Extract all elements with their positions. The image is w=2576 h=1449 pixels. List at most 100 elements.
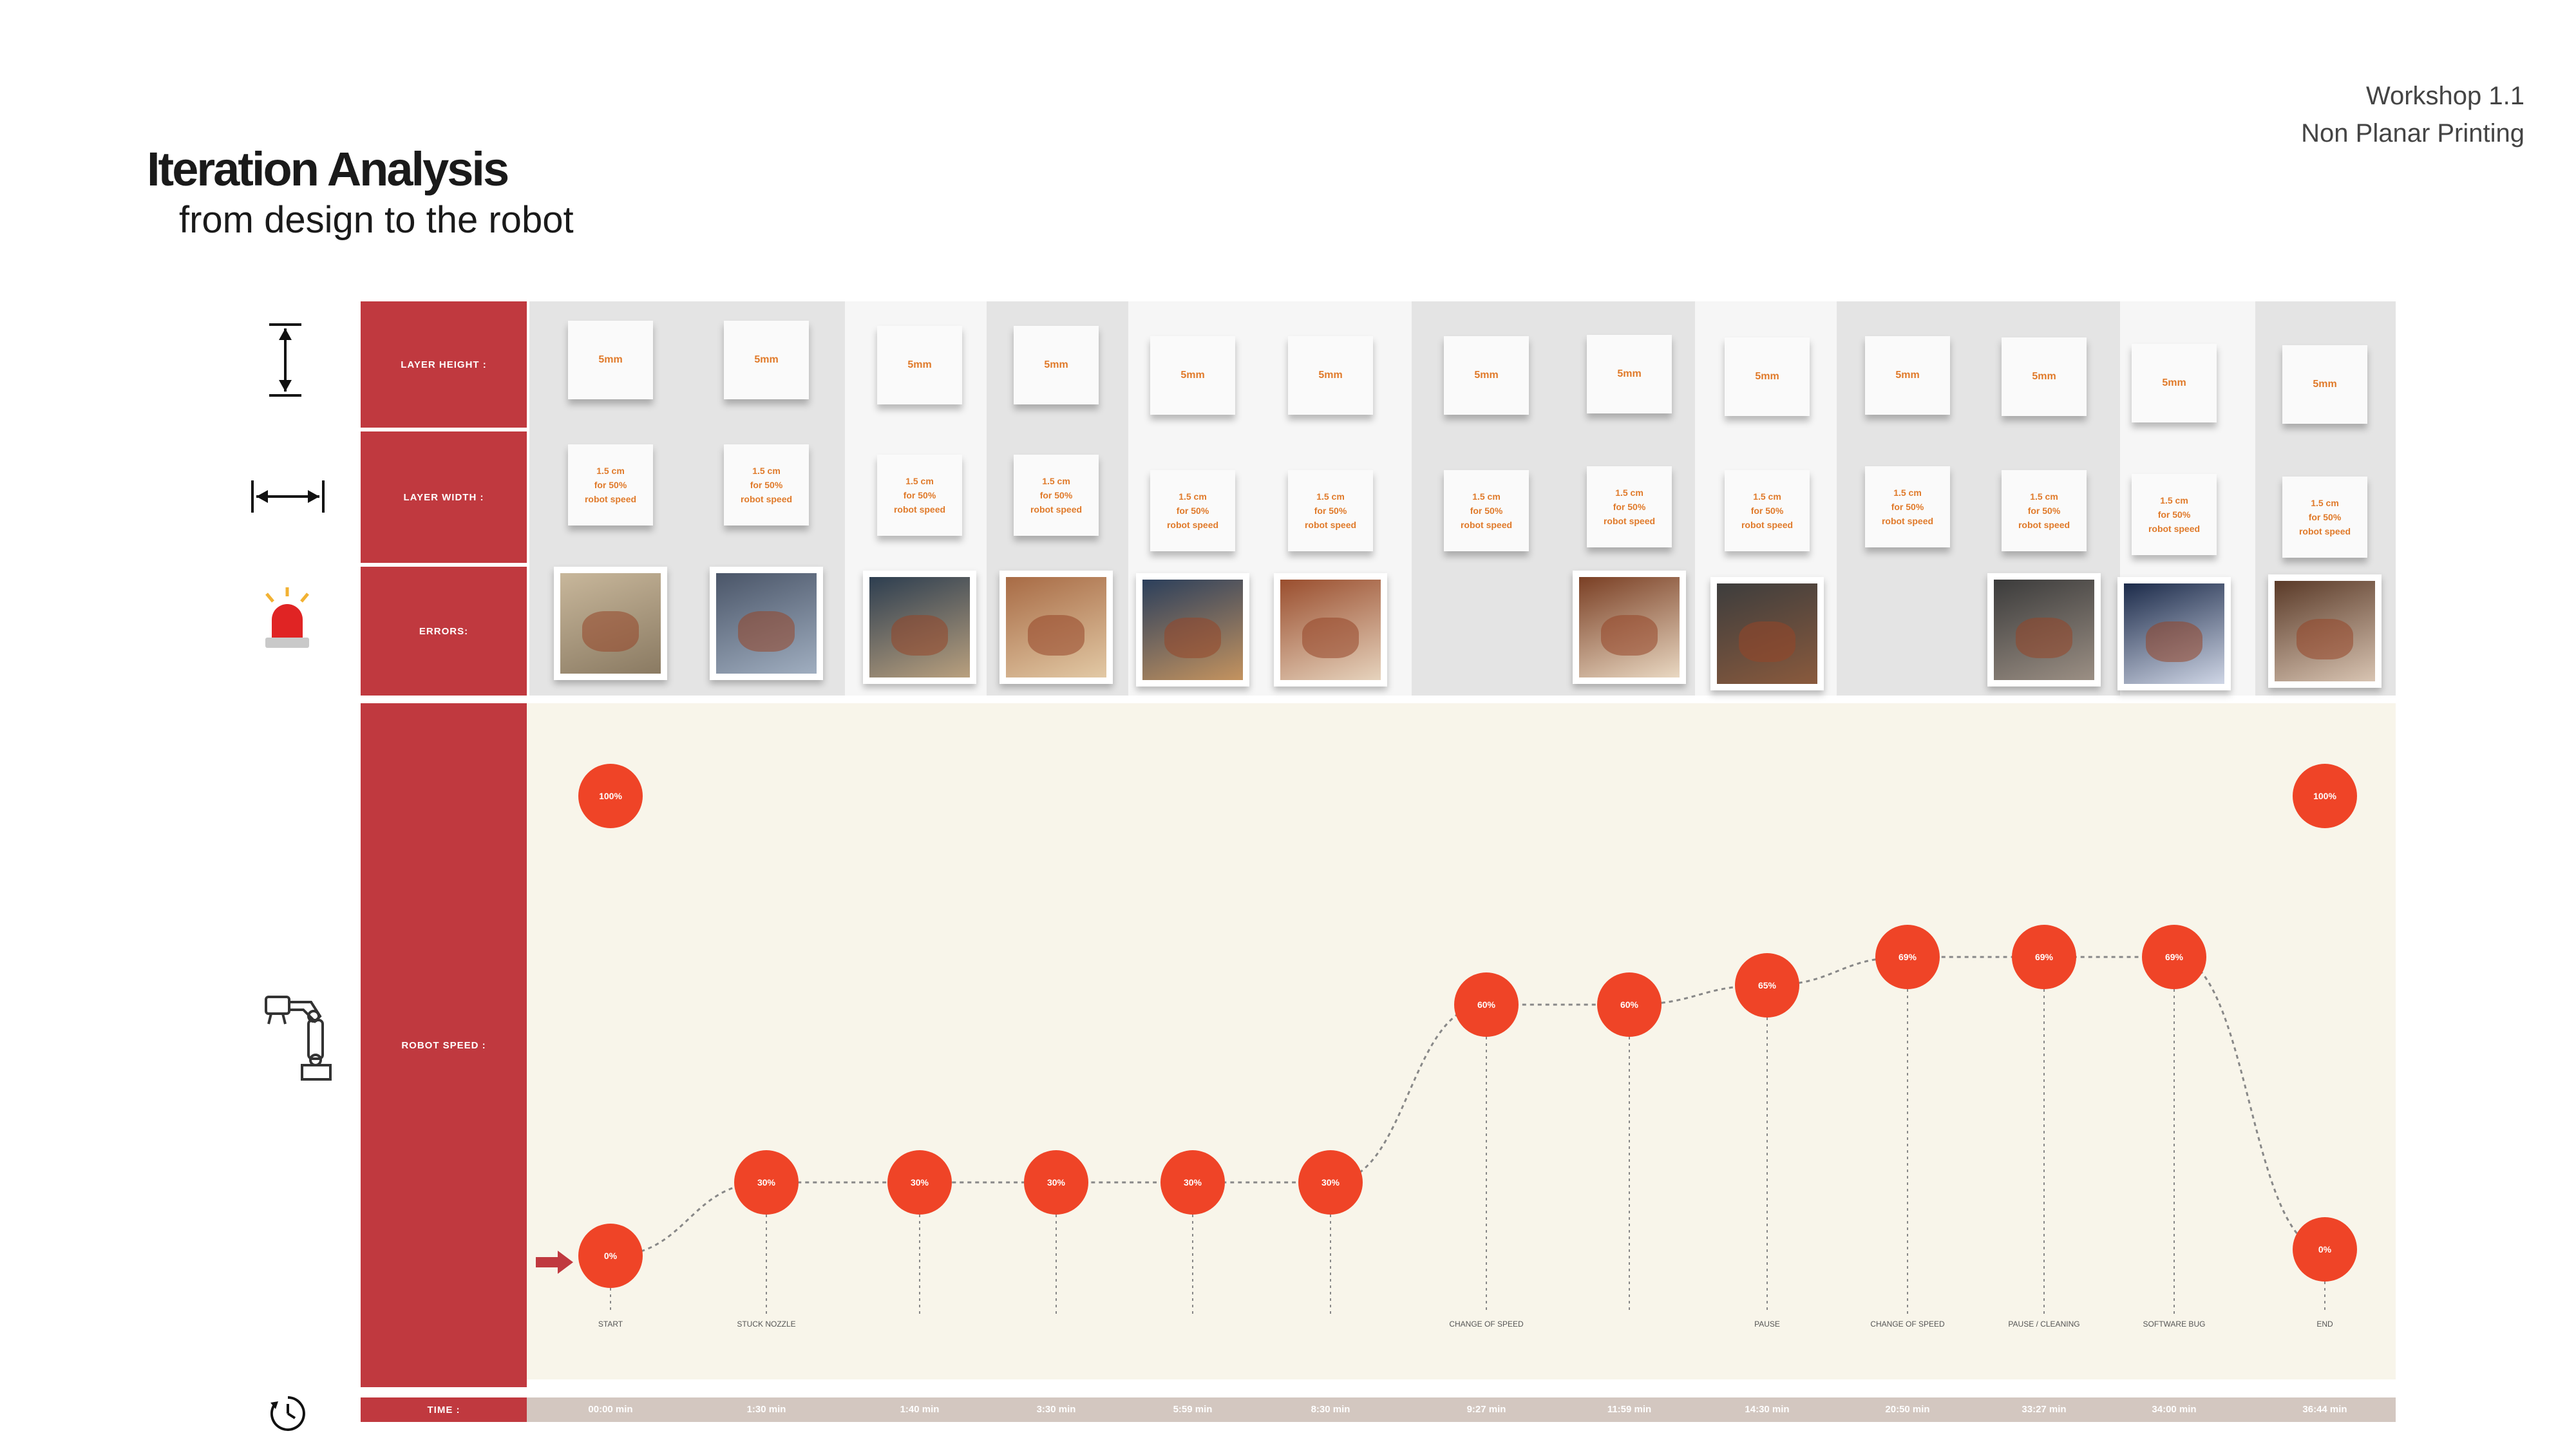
time-label: 1:30 min [746, 1404, 786, 1415]
max-speed-label: 100% [2313, 791, 2336, 801]
layer-width-line: robot speed [740, 494, 793, 504]
error-photo [2268, 574, 2382, 688]
layer-width-line: 1.5 cm [2311, 498, 2339, 508]
time-label: 1:40 min [900, 1404, 940, 1415]
time-label: 14:30 min [1745, 1404, 1790, 1415]
layer-width-line: 1.5 cm [1893, 488, 1922, 498]
error-photo [710, 567, 823, 680]
layer-width-line: 1.5 cm [1753, 491, 1781, 502]
layer-width-line: robot speed [1881, 516, 1934, 526]
layer-width-line: for 50% [1314, 506, 1347, 516]
speed-node [1875, 925, 1940, 989]
time-label: 34:00 min [2152, 1404, 2197, 1415]
speed-node-label: 30% [757, 1177, 776, 1188]
horizontal-double-arrow-icon [251, 480, 325, 513]
clock-icon [270, 1396, 305, 1431]
layer-height-note: 5mm [1444, 336, 1529, 415]
row-label-layer-width: LAYER WIDTH : [361, 431, 527, 563]
speed-node-label: 30% [1184, 1177, 1202, 1188]
event-label: CHANGE OF SPEED [1449, 1320, 1524, 1329]
speed-node [1454, 972, 1519, 1037]
layer-width-note: 1.5 cm for 50% robot speed [2002, 470, 2087, 551]
speed-node [578, 1224, 643, 1288]
layer-height-note: 5mm [568, 321, 653, 399]
error-photo [554, 567, 667, 680]
event-label: STUCK NOZZLE [737, 1320, 795, 1329]
layer-width-line: for 50% [594, 480, 627, 490]
layer-width-note: 1.5 cm for 50% robot speed [724, 444, 809, 526]
start-arrow-icon [536, 1251, 573, 1274]
time-label: 5:59 min [1173, 1404, 1213, 1415]
layer-width-line: robot speed [2298, 526, 2351, 536]
layer-width-note: 1.5 cm for 50% robot speed [2132, 474, 2217, 555]
error-photo [1710, 577, 1824, 690]
layer-width-line: for 50% [2157, 509, 2191, 520]
layer-height-note: 5mm [1587, 335, 1672, 413]
layer-width-note: 1.5 cm for 50% robot speed [1014, 455, 1099, 536]
workshop-label: Workshop 1.1 [2365, 82, 2524, 110]
row-label-time: TIME : [361, 1397, 527, 1422]
speed-node [2293, 1217, 2357, 1282]
layer-height-note: 5mm [1014, 326, 1099, 404]
layer-height-note: 5mm [1725, 337, 1810, 416]
layer-width-line: for 50% [1176, 506, 1209, 516]
layer-width-line: 1.5 cm [1179, 491, 1207, 502]
layer-width-line: for 50% [1470, 506, 1503, 516]
layer-width-line: robot speed [2148, 524, 2201, 534]
layer-width-line: robot speed [584, 494, 637, 504]
vertical-double-arrow-icon [269, 323, 301, 397]
layer-width-line: for 50% [2027, 506, 2061, 516]
robot-speed-panel [527, 703, 2396, 1379]
row-label-errors: ERRORS: [361, 567, 527, 696]
layer-width-line: 1.5 cm [2030, 491, 2058, 502]
layer-width-line: 1.5 cm [2160, 495, 2188, 506]
layer-width-line: 1.5 cm [905, 476, 934, 486]
layer-width-line: 1.5 cm [1472, 491, 1501, 502]
speed-node [2012, 925, 2076, 989]
layer-width-note: 1.5 cm for 50% robot speed [568, 444, 653, 526]
time-label: 9:27 min [1466, 1404, 1506, 1415]
layer-height-note: 5mm [724, 321, 809, 399]
layer-width-line: for 50% [1750, 506, 1784, 516]
row-label-layer-height: LAYER HEIGHT : [361, 301, 527, 428]
event-label: SOFTWARE BUG [2143, 1320, 2206, 1329]
speed-node [1298, 1150, 1363, 1215]
layer-width-note: 1.5 cm for 50% robot speed [1865, 466, 1950, 547]
event-label: START [598, 1320, 623, 1329]
error-photo [2117, 577, 2231, 690]
speed-node-label: 65% [1758, 980, 1777, 990]
layer-height-note: 5mm [1865, 336, 1950, 415]
layer-width-line: for 50% [1613, 502, 1646, 512]
layer-width-note: 1.5 cm for 50% robot speed [1725, 470, 1810, 551]
error-photo [1274, 573, 1387, 687]
layer-width-line: 1.5 cm [596, 466, 625, 476]
time-label: 33:27 min [2022, 1404, 2067, 1415]
speed-node [1735, 953, 1799, 1018]
speed-node-label: 69% [1899, 952, 1917, 962]
layer-width-line: robot speed [1741, 520, 1794, 530]
layer-width-line: 1.5 cm [1042, 476, 1070, 486]
error-photo [1987, 573, 2101, 687]
max-speed-marker [578, 764, 643, 828]
speed-node-label: 30% [911, 1177, 929, 1188]
layer-height-note: 5mm [1288, 336, 1373, 415]
event-label: CHANGE OF SPEED [1870, 1320, 1945, 1329]
layer-width-line: robot speed [1030, 504, 1083, 515]
layer-width-line: robot speed [2018, 520, 2070, 530]
error-photo [1573, 571, 1686, 684]
speed-node-label: 60% [1620, 999, 1639, 1010]
time-bar [527, 1397, 2396, 1422]
speed-node [887, 1150, 952, 1215]
max-speed-label: 100% [599, 791, 622, 801]
layer-width-line: robot speed [1304, 520, 1357, 530]
event-label: PAUSE [1754, 1320, 1780, 1329]
layer-width-note: 1.5 cm for 50% robot speed [877, 455, 962, 536]
time-label: 36:44 min [2302, 1404, 2347, 1415]
layer-width-line: for 50% [1891, 502, 1924, 512]
layer-height-note: 5mm [2282, 345, 2367, 424]
robot-arm-icon [265, 996, 332, 1081]
time-label: 3:30 min [1036, 1404, 1076, 1415]
layer-width-note: 1.5 cm for 50% robot speed [1444, 470, 1529, 551]
workshop-info: Workshop 1.1 Non Planar Printing [2301, 77, 2524, 152]
